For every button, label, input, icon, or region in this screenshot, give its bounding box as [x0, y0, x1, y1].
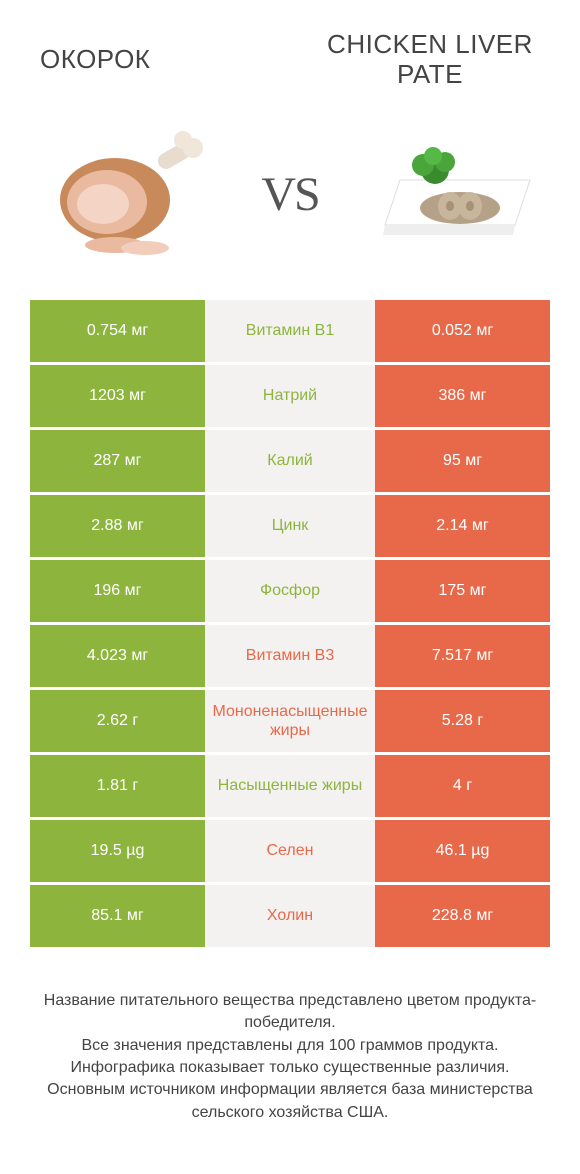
table-row: 1.81 гНасыщенные жиры4 г	[30, 755, 550, 817]
table-row: 196 мгФосфор175 мг	[30, 560, 550, 622]
right-product-title: CHICKEN LIVER PATE	[320, 30, 540, 90]
left-value: 2.88 мг	[30, 495, 205, 557]
nutrient-label: Селен	[205, 820, 375, 882]
table-row: 0.754 мгВитамин B10.052 мг	[30, 300, 550, 362]
footer-line: Название питательного вещества представл…	[30, 990, 550, 1035]
header: ОКОРОК CHICKEN LIVER PATE	[0, 0, 580, 100]
left-value: 1.81 г	[30, 755, 205, 817]
table-row: 1203 мгНатрий386 мг	[30, 365, 550, 427]
table-row: 2.62 гМононенасыщенные жиры5.28 г	[30, 690, 550, 752]
left-value: 19.5 µg	[30, 820, 205, 882]
left-value: 4.023 мг	[30, 625, 205, 687]
left-value: 196 мг	[30, 560, 205, 622]
nutrient-label: Витамин B1	[205, 300, 375, 362]
nutrient-label: Калий	[205, 430, 375, 492]
vs-label: VS	[261, 167, 318, 222]
right-value: 95 мг	[375, 430, 550, 492]
right-value: 46.1 µg	[375, 820, 550, 882]
nutrient-table: 0.754 мгВитамин B10.052 мг1203 мгНатрий3…	[30, 300, 550, 947]
right-value: 2.14 мг	[375, 495, 550, 557]
footer-line: Основным источником информации является …	[30, 1079, 550, 1124]
left-value: 2.62 г	[30, 690, 205, 752]
images-row: VS	[0, 100, 580, 300]
left-product-title: ОКОРОК	[40, 45, 150, 75]
right-value: 4 г	[375, 755, 550, 817]
right-value: 175 мг	[375, 560, 550, 622]
left-value: 0.754 мг	[30, 300, 205, 362]
footer-notes: Название питательного вещества представл…	[0, 950, 580, 1144]
nutrient-label: Насыщенные жиры	[205, 755, 375, 817]
right-value: 5.28 г	[375, 690, 550, 752]
pate-image	[360, 125, 540, 265]
pate-icon	[365, 130, 535, 260]
right-value: 228.8 мг	[375, 885, 550, 947]
footer-line: Инфографика показывает только существенн…	[30, 1057, 550, 1079]
table-row: 2.88 мгЦинк2.14 мг	[30, 495, 550, 557]
table-row: 287 мгКалий95 мг	[30, 430, 550, 492]
nutrient-label: Цинк	[205, 495, 375, 557]
footer-line: Все значения представлены для 100 граммо…	[30, 1035, 550, 1057]
left-value: 85.1 мг	[30, 885, 205, 947]
table-row: 19.5 µgСелен46.1 µg	[30, 820, 550, 882]
left-value: 287 мг	[30, 430, 205, 492]
table-row: 4.023 мгВитамин B37.517 мг	[30, 625, 550, 687]
nutrient-label: Натрий	[205, 365, 375, 427]
ham-image	[40, 125, 220, 265]
ham-icon	[45, 130, 215, 260]
right-value: 0.052 мг	[375, 300, 550, 362]
nutrient-label: Витамин B3	[205, 625, 375, 687]
nutrient-label: Фосфор	[205, 560, 375, 622]
nutrient-label: Холин	[205, 885, 375, 947]
table-row: 85.1 мгХолин228.8 мг	[30, 885, 550, 947]
right-value: 7.517 мг	[375, 625, 550, 687]
left-value: 1203 мг	[30, 365, 205, 427]
nutrient-label: Мононенасыщенные жиры	[205, 690, 375, 752]
right-value: 386 мг	[375, 365, 550, 427]
